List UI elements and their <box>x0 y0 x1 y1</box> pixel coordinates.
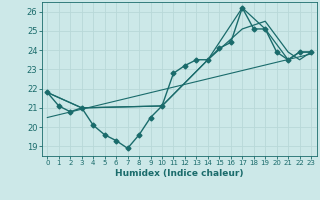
X-axis label: Humidex (Indice chaleur): Humidex (Indice chaleur) <box>115 169 244 178</box>
